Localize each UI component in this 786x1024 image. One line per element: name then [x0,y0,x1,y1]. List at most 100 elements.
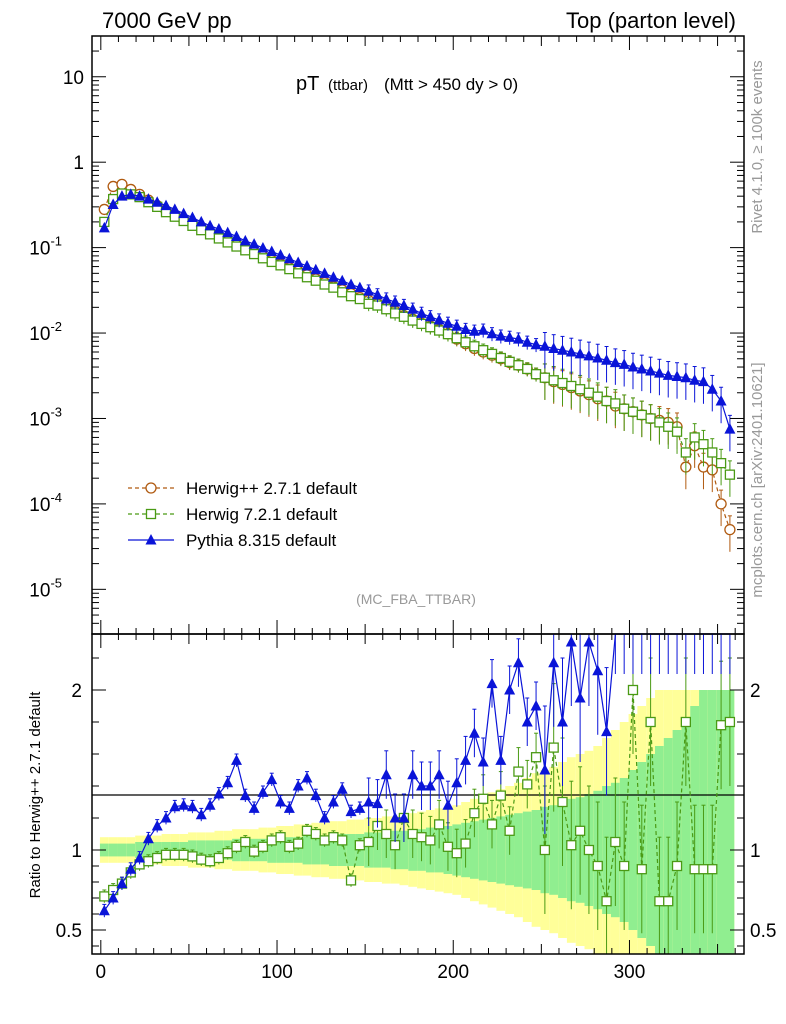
legend-entry: Herwig++ 2.7.1 default [186,479,357,498]
pythia-point [266,245,278,257]
green-band [469,821,479,879]
pythia-point [495,330,507,341]
pythia-point [125,188,137,199]
herwig7-ratio-point [671,860,683,872]
title-cut: (Mtt > 450 dy > 0) [384,75,518,94]
green-band [478,819,488,881]
y-tick-label: 10-3 [29,404,62,430]
herwig7-point [478,345,489,356]
pythia-point [627,361,639,372]
mcplots-label: mcplots.cern.ch [arXiv:2401.10621] [749,362,766,597]
pythia-point [239,234,251,246]
herwig7-point [345,291,357,302]
herwig7-ratio-point [707,864,718,875]
herwigpp-point [715,498,727,510]
herwig7-ratio-point [469,808,480,819]
herwig7-ratio-point [592,860,603,872]
herwig7-ratio-point [99,891,110,902]
herwigpp-point [98,203,110,216]
pythia-ratio-point [266,773,278,785]
pythia-ratio-point [601,725,613,737]
y-tick-exponent: -2 [50,319,62,334]
herwig7-ratio-point [363,836,374,848]
main-series [98,178,736,552]
herwig7-ratio-point [663,896,674,907]
herwig7-ratio-point [601,896,612,907]
main-y-ticks: 10 1 10-1 10-2 10-3 10-4 10-5 [29,35,744,635]
pythia-point [160,199,172,211]
green-band [135,842,144,858]
herwig7-point [257,253,269,264]
herwig7-ratio-point [345,875,357,886]
green-band [434,827,444,873]
herwig7-ratio-point [389,840,401,851]
y-tick-label: 10-5 [29,575,62,601]
green-band [117,843,127,857]
legend-marker [145,534,157,545]
pythia-ratio-point [151,820,163,831]
green-band [628,770,638,930]
rivet-label: Rivet 4.1.0, ≥ 100k events [749,60,766,233]
pythia-ratio-point [345,805,357,817]
ratio-y-tick-label-right: 1 [750,841,761,862]
pythia-point [98,221,110,233]
green-band [725,690,735,954]
y-tick-exponent: -3 [50,404,62,419]
ratio-y-tick-label: 2 [71,681,82,702]
herwig7-ratio-point [284,841,295,852]
herwig7-ratio-point [636,864,647,875]
herwig7-ratio-point [433,819,445,830]
pythia-point [327,271,339,282]
herwig7-ratio-point [680,716,691,728]
green-band [514,813,523,887]
herwig7-point [231,241,242,252]
pythia-point [706,383,718,394]
herwig7-ratio-point [152,852,163,864]
herwig7-ratio-point [354,840,365,851]
herwig7-ratio-point [196,854,207,865]
ratio-ticks: 0.5 0.5 1 1 2 2 0 100 200 300 [56,634,776,983]
pythia-point [548,342,560,353]
pythia-point [636,362,648,374]
herwig7-ratio-point [275,832,286,843]
herwig7-ratio-point [715,720,727,731]
herwig7-point [328,282,339,293]
pythia-point [230,230,242,241]
herwig7-ratio-point [724,716,736,728]
herwigpp-point [724,523,736,536]
herwig7-point [486,348,498,360]
pythia-ratio-point [389,812,401,823]
pythia-point [556,344,568,355]
pythia-point [283,252,295,264]
green-band [276,837,285,863]
pythia-point [442,317,454,328]
herwig7-ratio-point [574,825,586,836]
main-panel: 10 1 10-1 10-2 10-3 10-4 10-5 pT (ttbar) (Mtt … [29,35,745,635]
y-tick-label: 10 [63,68,84,89]
pythia-ratio-point [548,656,560,668]
pythia-point [715,395,727,406]
herwig7-point [495,352,506,364]
pythia-ratio-point [310,789,322,801]
pythia-point [512,333,524,344]
green-band [496,816,506,884]
pythia-point [583,349,595,361]
pythia-point [398,299,410,311]
herwig7-ratio-point [248,846,260,857]
pythia-point [248,238,260,249]
ratio-y-tick-label: 0.5 [56,921,82,942]
pythia-point [301,259,313,271]
herwig7-point [416,318,427,330]
herwig7-ratio-point [654,896,665,907]
herwig7-ratio-point [160,849,172,860]
herwig7-ratio-point [513,766,524,777]
herwig7-line [103,192,731,475]
pythia-point [310,263,322,275]
pythia-ratio-point [477,756,489,767]
header: 7000 GeV pp Top (parton level) [102,8,736,33]
herwig7-ratio-point [310,828,321,840]
pythia-point [697,375,709,387]
herwig7-point [363,298,374,309]
herwig7-point [354,293,365,305]
herwig7-ratio-point [451,848,462,859]
